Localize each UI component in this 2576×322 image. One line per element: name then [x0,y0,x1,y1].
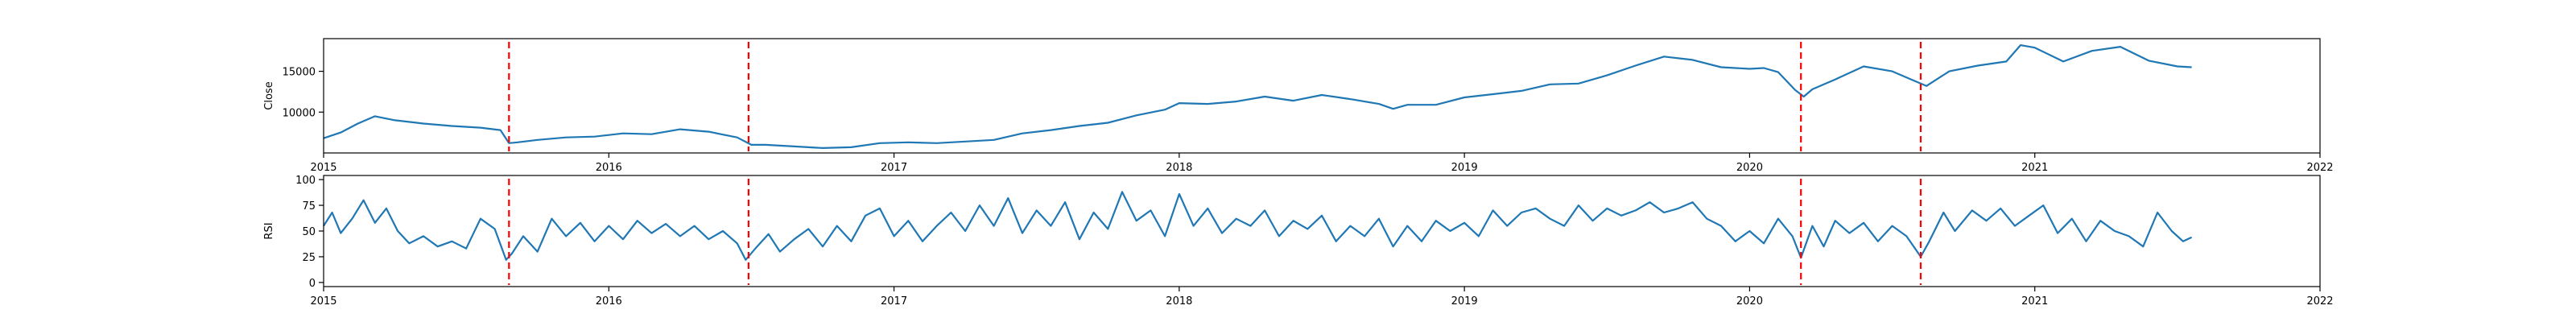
close-price-panel: 2015 2016 2017 2018 2019 2020 2021 2022 10000 150… [263,38,2334,174]
x-tick-label: 2021 [2021,162,2048,174]
x-tick-label: 2020 [1736,162,1763,174]
rsi-panel: 2015 2016 2017 2018 2019 2020 2021 2022 0 25 50 75 1… [263,175,2334,308]
y-tick-label: 15000 [283,67,316,79]
x-tick-label: 2018 [1166,162,1192,174]
y-tick-label: 25 [302,252,316,264]
series-line-0 [323,191,2193,261]
x-tick-label: 2018 [1166,295,1192,308]
y-axis-label: Close [263,81,275,109]
x-tick-label: 2022 [2306,295,2333,308]
x-tick-label: 2020 [1736,295,1763,308]
x-tick-label: 2017 [881,162,907,174]
y-axis-label: RSI [263,222,275,239]
y-tick-label: 0 [309,278,316,290]
x-tick-label: 2015 [310,162,336,174]
x-tick-label: 2019 [1451,295,1478,308]
x-tick-label: 2017 [881,295,907,308]
y-tick-label: 50 [302,226,316,238]
x-tick-label: 2019 [1451,162,1478,174]
x-tick-label: 2015 [310,295,336,308]
x-tick-label: 2022 [2306,162,2333,174]
axes-frame [323,38,2321,154]
x-tick-label: 2021 [2021,295,2048,308]
series-line-0 [323,43,2192,149]
y-tick-label: 10000 [283,107,316,119]
y-tick-label: 100 [295,175,316,187]
x-tick-label: 2016 [596,162,622,174]
y-tick-label: 75 [302,200,316,213]
x-tick-label: 2016 [596,295,622,308]
